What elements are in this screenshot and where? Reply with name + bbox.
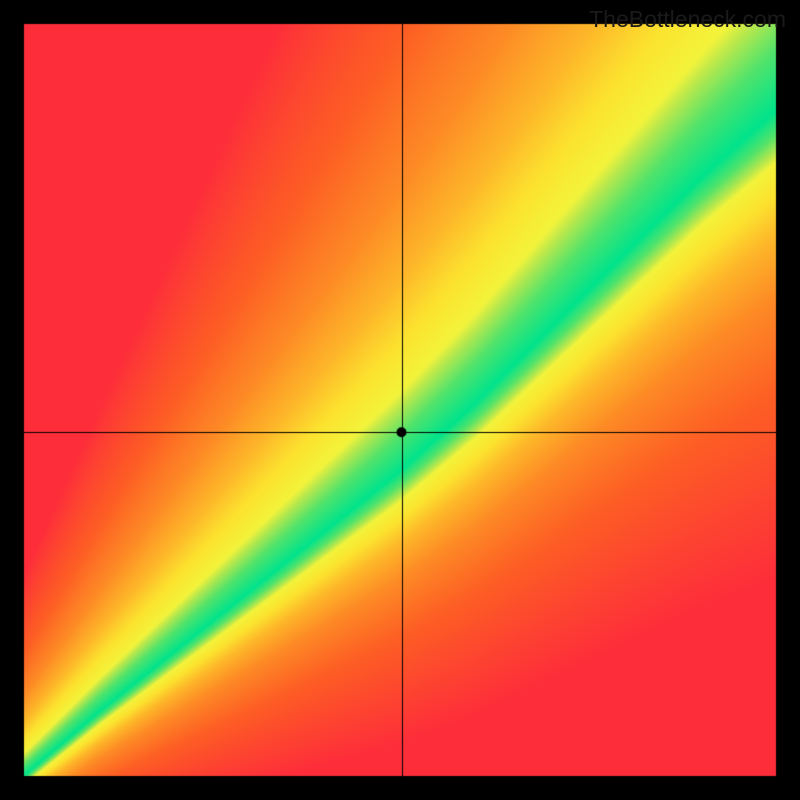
chart-container: TheBottleneck.com bbox=[0, 0, 800, 800]
bottleneck-heatmap bbox=[0, 0, 800, 800]
